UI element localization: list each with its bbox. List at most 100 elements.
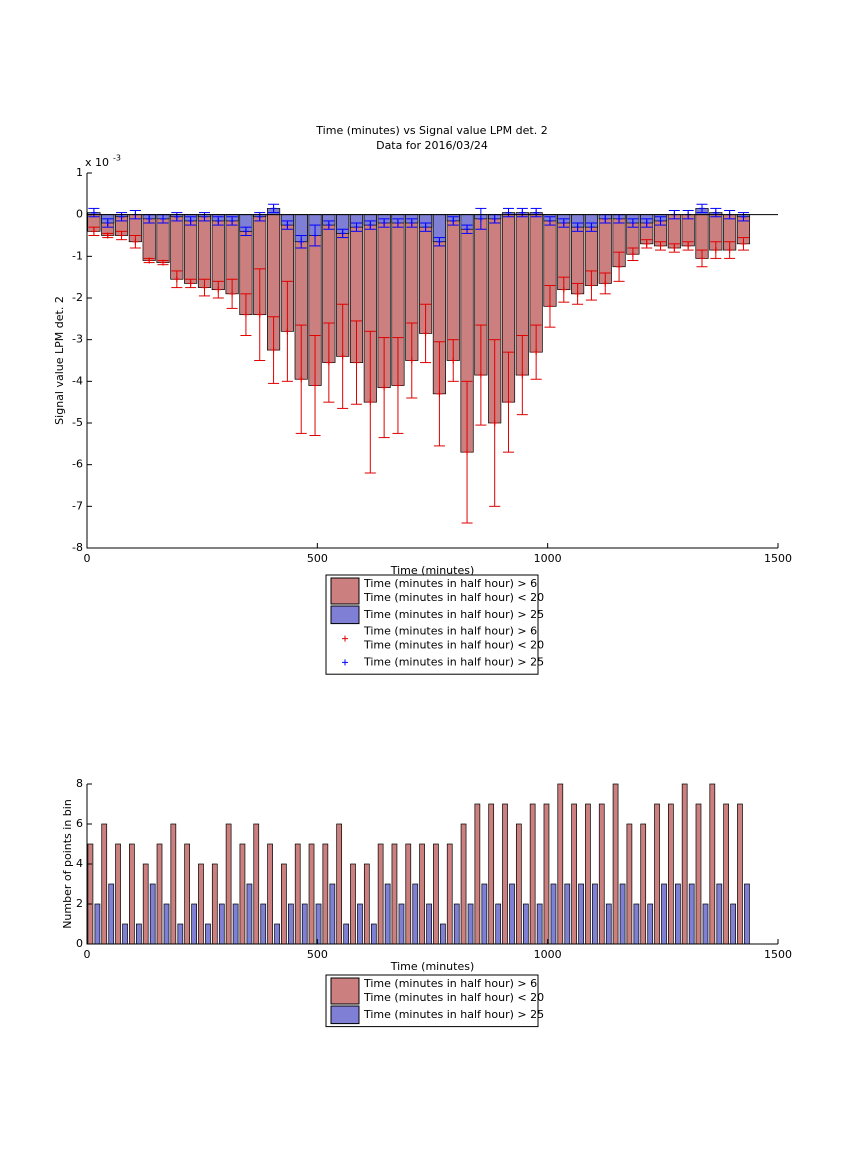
bar	[702, 903, 709, 945]
legend-box	[325, 574, 539, 675]
marker	[187, 280, 194, 287]
bar	[350, 863, 356, 945]
bar	[391, 843, 398, 945]
legend-swatch	[330, 577, 360, 605]
bar	[667, 803, 674, 945]
legend-label: Time (minutes in half hour) > 6	[363, 977, 537, 990]
marker	[726, 247, 733, 254]
marker	[325, 359, 332, 366]
bar	[405, 843, 412, 945]
bar	[481, 883, 488, 945]
marker	[367, 399, 374, 406]
marker	[381, 384, 388, 391]
axes	[86, 784, 778, 945]
bar	[218, 903, 225, 945]
x-tick-label: 1500	[764, 552, 792, 565]
bar	[730, 903, 736, 945]
marker	[339, 230, 346, 237]
bar	[246, 883, 253, 945]
marker	[201, 284, 208, 291]
y-tick-label: 0	[76, 208, 83, 221]
legend-swatch	[330, 977, 360, 1005]
bar	[343, 923, 350, 945]
marker	[173, 276, 180, 283]
y-tick-label: -2	[72, 291, 83, 304]
bar	[363, 863, 370, 945]
bar	[398, 903, 405, 945]
legend-label: Time (minutes in half hour) > 25	[363, 655, 544, 668]
marker	[546, 303, 553, 310]
x-tick-label: 0	[84, 948, 91, 961]
marker	[104, 232, 111, 239]
marker	[477, 215, 484, 222]
marker	[422, 330, 429, 337]
marker	[353, 359, 360, 366]
bar	[101, 823, 108, 945]
bar	[197, 214, 212, 288]
marker	[298, 238, 305, 245]
marker	[602, 215, 609, 222]
marker	[146, 257, 153, 264]
marker	[284, 328, 291, 335]
y-tick-label: 2	[76, 897, 83, 910]
legend-swatch	[330, 605, 360, 625]
bar	[536, 903, 543, 945]
marker	[643, 240, 650, 247]
marker	[450, 357, 457, 364]
marker	[312, 232, 319, 239]
marker	[187, 217, 194, 224]
bar	[177, 923, 184, 945]
bar	[440, 923, 446, 945]
bar	[198, 863, 204, 945]
bar	[744, 883, 750, 945]
marker	[602, 280, 609, 287]
marker	[491, 420, 498, 426]
legend-label: Time (minutes in half hour) > 6	[363, 625, 537, 638]
marker	[229, 217, 236, 224]
bar	[695, 803, 702, 945]
marker	[381, 220, 388, 226]
bar	[460, 823, 467, 945]
bar	[467, 903, 474, 945]
bar	[142, 863, 149, 945]
x-tick-label: 1500	[764, 948, 792, 961]
bar	[592, 883, 598, 945]
marker	[367, 222, 374, 229]
bar	[688, 883, 695, 945]
marker	[450, 217, 457, 224]
marker	[132, 238, 139, 245]
bar	[578, 883, 584, 945]
marker	[436, 238, 443, 245]
bar	[163, 903, 170, 945]
y-tick-label: -3	[72, 333, 83, 346]
y-tick-label: 4	[76, 857, 83, 870]
bar	[640, 823, 647, 945]
bar	[619, 883, 626, 945]
y-multiplier-exponent: -3	[113, 154, 121, 163]
marker	[643, 220, 650, 226]
bar	[737, 803, 743, 945]
bar	[267, 843, 273, 945]
bar	[129, 843, 135, 945]
bar	[433, 843, 439, 945]
bar	[149, 883, 156, 945]
x-tick-label: 1000	[534, 948, 562, 961]
marker	[118, 232, 125, 239]
bar	[674, 883, 681, 945]
marker	[698, 255, 705, 262]
bar	[329, 883, 336, 945]
marker	[242, 311, 249, 318]
bar	[709, 783, 716, 945]
legend-label: Time (minutes in half hour) < 20	[363, 591, 544, 604]
legend-marker	[342, 635, 348, 642]
y-tick-label: -5	[72, 416, 83, 429]
marker	[464, 449, 471, 456]
marker	[657, 217, 664, 224]
legend-label: Time (minutes in half hour) > 6	[363, 577, 537, 590]
x-axis-label: Time (minutes)	[390, 564, 475, 577]
bar	[274, 923, 280, 945]
bar	[550, 883, 557, 945]
bar	[529, 803, 536, 945]
